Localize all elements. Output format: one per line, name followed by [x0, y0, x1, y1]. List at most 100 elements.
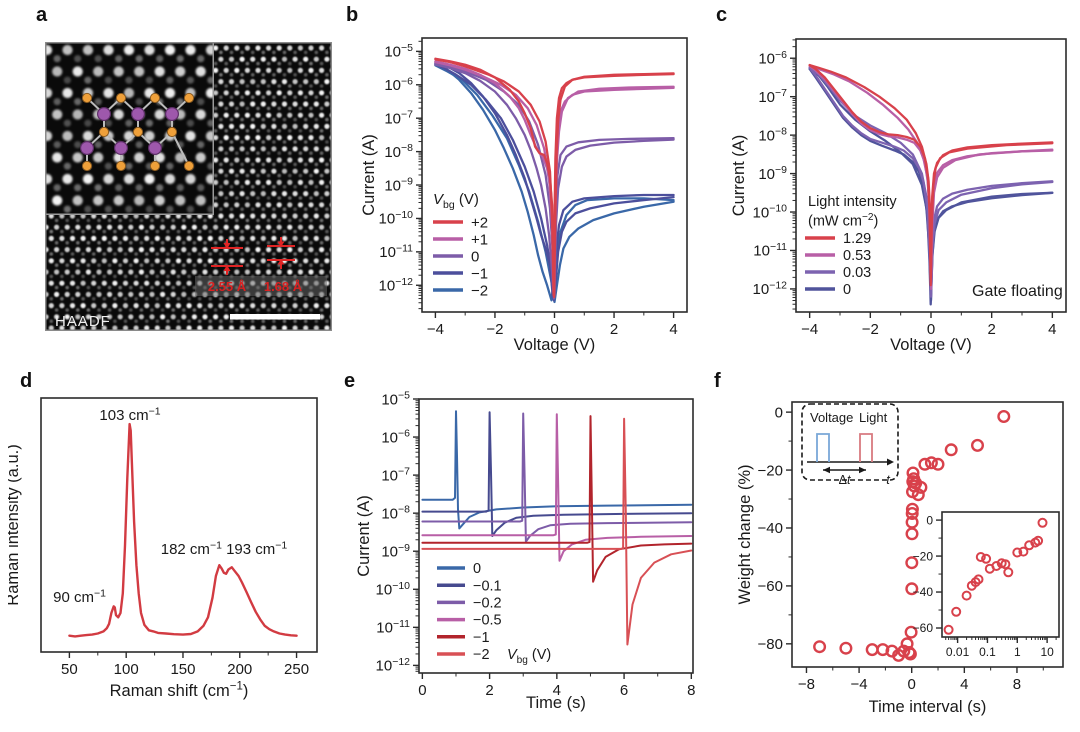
svg-text:−60: −60	[913, 621, 934, 635]
raman-spectrum-chart: 50 100 150 200 250 Raman shift (cm−1) Raman in…	[8, 397, 318, 700]
stem-inset-magnified	[45, 42, 214, 215]
svg-text:10−10: 10−10	[379, 209, 414, 228]
svg-text:4: 4	[960, 676, 968, 693]
svg-text:10−9: 10−9	[381, 542, 410, 561]
svg-text:200: 200	[227, 661, 252, 678]
svg-text:−20: −20	[913, 549, 934, 563]
svg-text:10−6: 10−6	[384, 75, 413, 94]
svg-text:10−9: 10−9	[758, 164, 787, 183]
svg-text:Time interval (s): Time interval (s)	[869, 698, 987, 716]
svg-text:10−12: 10−12	[753, 279, 788, 298]
svg-text:10−5: 10−5	[384, 42, 413, 61]
iv-curves-gate-voltage-chart: −4 −2 0 2 4 10−5 10−6 10−7 10−8 10−9 10−10 10−11 10−…	[360, 37, 688, 354]
svg-text:10: 10	[1040, 645, 1054, 659]
panel-label-a: a	[36, 4, 48, 26]
svg-text:Raman intensity (a.u.): Raman intensity (a.u.)	[8, 444, 22, 605]
svg-text:10−9: 10−9	[384, 176, 413, 195]
panel-label-c: c	[716, 4, 728, 26]
svg-text:10−8: 10−8	[384, 142, 413, 161]
svg-text:Current (A): Current (A)	[360, 134, 378, 216]
svg-text:−60: −60	[758, 578, 783, 595]
svg-text:−2: −2	[473, 647, 490, 663]
svg-text:0: 0	[908, 676, 916, 693]
svg-text:0: 0	[843, 282, 851, 298]
crystal-structure-model	[79, 92, 195, 172]
svg-text:t: t	[886, 472, 891, 487]
lattice-spacing-value-1: 2.55 Å	[208, 279, 247, 294]
svg-text:4: 4	[553, 682, 561, 699]
svg-text:−2: −2	[471, 282, 488, 299]
inset-background	[45, 42, 214, 215]
svg-text:Voltage (V): Voltage (V)	[514, 336, 596, 354]
svg-text:0.53: 0.53	[843, 248, 871, 264]
svg-text:Gate floating: Gate floating	[972, 283, 1063, 300]
inset-lattice-dots	[46, 44, 213, 213]
svg-text:−80: −80	[758, 636, 783, 653]
svg-text:10−6: 10−6	[758, 49, 787, 68]
svg-text:Voltage: Voltage	[810, 410, 853, 425]
svg-text:2: 2	[610, 321, 618, 338]
svg-text:−1: −1	[473, 630, 490, 646]
svg-text:+1: +1	[471, 231, 488, 248]
svg-text:10−7: 10−7	[384, 109, 413, 128]
svg-text:50: 50	[61, 661, 78, 678]
svg-text:−0.1: −0.1	[473, 578, 502, 594]
panel-label-d: d	[20, 370, 33, 392]
svg-text:−2: −2	[862, 321, 879, 338]
svg-text:10−11: 10−11	[379, 242, 413, 261]
svg-text:0.03: 0.03	[843, 265, 871, 281]
scale-bar	[230, 314, 320, 320]
iv-curves-light-intensity-chart: −4 −2 0 2 4 10−6 10−7 10−8 10−9 10−10 10−11 10−12 Vo…	[730, 38, 1067, 354]
svg-text:6: 6	[620, 682, 628, 699]
svg-text:−8: −8	[798, 676, 815, 693]
svg-text:10−5: 10−5	[381, 390, 410, 409]
svg-text:10−11: 10−11	[753, 241, 787, 260]
svg-text:−4: −4	[851, 676, 868, 693]
svg-text:4: 4	[669, 321, 677, 338]
svg-text:−40: −40	[913, 585, 934, 599]
panel-label-e: e	[344, 370, 356, 392]
svg-text:10−12: 10−12	[379, 276, 414, 295]
svg-text:−4: −4	[427, 321, 444, 338]
svg-text:+2: +2	[471, 214, 488, 231]
svg-text:Time (s): Time (s)	[526, 694, 586, 712]
svg-text:90 cm−1: 90 cm−1	[53, 587, 106, 606]
svg-text:−0.2: −0.2	[473, 595, 502, 611]
svg-text:Δt: Δt	[839, 473, 851, 487]
svg-text:10−7: 10−7	[381, 466, 410, 485]
svg-text:10−8: 10−8	[758, 126, 787, 145]
svg-text:10−11: 10−11	[376, 618, 410, 637]
svg-text:10−10: 10−10	[753, 203, 788, 222]
svg-text:−20: −20	[758, 462, 783, 479]
svg-text:1.29: 1.29	[843, 231, 871, 247]
svg-text:Vbg (V): Vbg (V)	[433, 191, 479, 211]
svg-text:1: 1	[1014, 645, 1021, 659]
haadf-stem-image: 2.55 Å 1.68 Å HAADF	[45, 42, 332, 331]
svg-text:−40: −40	[758, 520, 783, 537]
svg-text:Voltage (V): Voltage (V)	[890, 336, 972, 354]
svg-text:100: 100	[114, 661, 139, 678]
svg-text:150: 150	[170, 661, 195, 678]
panel-label-f: f	[714, 370, 721, 392]
svg-text:0: 0	[473, 561, 481, 577]
svg-text:Current (A): Current (A)	[355, 495, 373, 577]
svg-text:10−6: 10−6	[381, 428, 410, 447]
svg-text:Light intensity: Light intensity	[808, 194, 897, 210]
svg-text:4: 4	[1048, 321, 1056, 338]
svg-text:0: 0	[926, 513, 933, 527]
svg-text:103 cm−1: 103 cm−1	[99, 405, 160, 424]
svg-text:8: 8	[687, 682, 695, 699]
image-border	[45, 42, 332, 331]
svg-text:10−12: 10−12	[376, 656, 411, 675]
svg-text:Weight change (%): Weight change (%)	[736, 464, 754, 604]
svg-text:0: 0	[418, 682, 426, 699]
svg-text:0.01: 0.01	[946, 645, 970, 659]
panel-label-b: b	[346, 4, 359, 26]
svg-text:250: 250	[284, 661, 309, 678]
haadf-technique-label: HAADF	[55, 313, 111, 330]
svg-text:10−10: 10−10	[376, 580, 411, 599]
svg-text:0: 0	[927, 321, 935, 338]
svg-text:−2: −2	[486, 321, 503, 338]
